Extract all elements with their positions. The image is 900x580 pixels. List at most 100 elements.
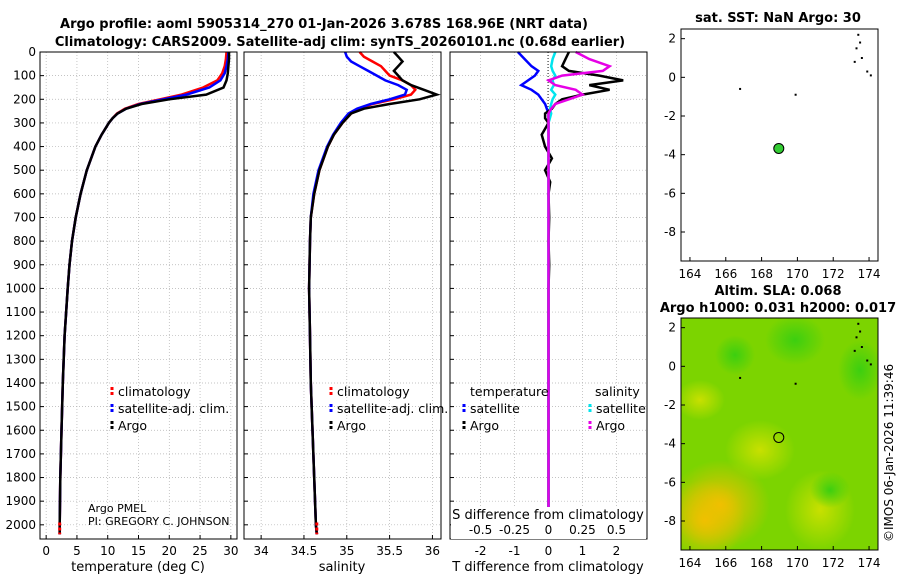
sla-low-anomaly	[838, 340, 878, 400]
legend-t-argo-label: Argo	[470, 418, 499, 433]
depth-tick-label: 1100	[5, 305, 36, 319]
difference-top-ticks: -0.5 -0.25 0 0.25 0.5	[469, 523, 626, 537]
island-dot	[860, 57, 863, 59]
sst-map-float-marker	[773, 142, 785, 154]
depth-tick-label: 1500	[5, 400, 36, 414]
legend-satellite-adj-label: satellite-adj. clim.	[337, 401, 448, 416]
lat-tick-label: 0	[668, 70, 676, 84]
depth-tick-label: 100	[13, 69, 36, 83]
sla-low-anomaly	[810, 472, 850, 508]
island-dot	[739, 376, 742, 379]
x-tick-label: 20	[162, 544, 177, 558]
salinity-xlabel: salinity	[319, 560, 366, 575]
legend-salinity-title: salinity	[595, 384, 640, 399]
salinity-climatology-line	[307, 51, 417, 535]
sst-map-title: sat. SST: NaN Argo: 30	[695, 11, 861, 26]
depth-ticks: 0 100 200 300 400 500 600 700 800 900 1000 1100 1200…	[5, 45, 36, 532]
difference-panel: -2 -1 0 1 2 T difference from climatology S …	[449, 50, 648, 575]
depth-tick-label: 1300	[5, 352, 36, 366]
figure-title-line1: Argo profile: aoml 5905314_270 01-Jan-20…	[60, 17, 588, 32]
x-tick-label: 5	[73, 544, 81, 558]
depth-tick-label: 1800	[5, 471, 36, 485]
lon-tick-label: 164	[679, 556, 702, 570]
figure-title-line2: Climatology: CARS2009. Satellite-adj cli…	[55, 35, 625, 50]
island-dot	[859, 41, 862, 44]
temperature-ticks: 0 5 10 15 20 25 30	[42, 535, 238, 558]
x-tick-label: 1	[579, 544, 587, 558]
lat-tick-label: -6	[664, 475, 676, 489]
x-tick-label: 0	[545, 544, 553, 558]
legend-climatology-label: climatology	[337, 384, 410, 399]
legend-t-satellite-label: satellite	[470, 401, 520, 416]
difference-top-xlabel: S difference from climatology	[452, 508, 644, 523]
sst-map-ticks: 164 166 168 170 172 174 2 0 -2 -4 -6 -8	[664, 32, 880, 281]
sla-high-anomaly	[681, 480, 745, 550]
island-dot	[739, 87, 742, 90]
salinity-argo-line	[307, 51, 441, 535]
salinity-axes-box	[243, 51, 442, 540]
depth-tick-label: 800	[13, 234, 36, 248]
legend-satellite-adj-label: satellite-adj. clim.	[118, 401, 229, 416]
sst-map-coastline	[739, 33, 872, 96]
top-axis-label-background	[451, 507, 646, 539]
sla-map-float-marker	[773, 431, 785, 443]
top-x-tick-label: -0.25	[499, 523, 530, 537]
lon-tick-label: 170	[786, 556, 809, 570]
salinity-legend: climatology satellite-adj. clim. Argo	[329, 384, 448, 433]
x-tick-label: 15	[131, 544, 146, 558]
depth-tick-label: 900	[13, 258, 36, 272]
lon-tick-label: 174	[858, 267, 881, 281]
depth-tick-label: 1700	[5, 447, 36, 461]
temperature-argo-line	[58, 52, 231, 535]
lon-tick-label: 166	[714, 267, 737, 281]
depth-tick-label: 400	[13, 140, 36, 154]
sla-map-title-line2: Argo h1000: 0.031 h2000: 0.017	[660, 301, 896, 316]
legend-temperature-title: temperature	[470, 384, 549, 399]
lat-tick-label: -4	[664, 437, 676, 451]
lon-tick-label: 168	[750, 556, 773, 570]
legend-climatology-label: climatology	[118, 384, 191, 399]
lon-tick-label: 172	[822, 267, 845, 281]
sla-low-anomaly	[715, 335, 755, 375]
lon-tick-label: 172	[822, 556, 845, 570]
island-dot	[857, 33, 860, 36]
depth-tick-label: 1600	[5, 423, 36, 437]
island-dot	[855, 47, 858, 50]
depth-tick-label: 1000	[5, 281, 36, 295]
lat-tick-label: -6	[664, 186, 676, 200]
island-dot	[869, 363, 872, 366]
lat-tick-label: 2	[668, 321, 676, 335]
top-x-tick-label: -0.5	[469, 523, 492, 537]
x-tick-label: 35	[339, 544, 354, 558]
difference-legend: temperature satellite Argo salinity sate…	[462, 384, 646, 433]
lon-tick-label: 164	[679, 267, 702, 281]
x-tick-label: 2	[613, 544, 621, 558]
temperature-xlabel: temperature (deg C)	[71, 560, 205, 575]
island-dot	[853, 349, 856, 352]
depth-tick-label: 300	[13, 116, 36, 130]
x-tick-label: -1	[509, 544, 521, 558]
lat-tick-label: -2	[664, 398, 676, 412]
temperature-axes-box	[39, 51, 238, 540]
island-dot	[869, 74, 872, 77]
lat-tick-label: 0	[668, 359, 676, 373]
island-dot	[866, 359, 869, 362]
lat-tick-label: -8	[664, 514, 676, 528]
lon-tick-label: 168	[750, 267, 773, 281]
island-dot	[855, 336, 858, 339]
x-tick-label: 10	[100, 544, 115, 558]
sla-low-anomaly	[765, 318, 825, 365]
lat-tick-label: 2	[668, 32, 676, 46]
x-tick-label: 36	[425, 544, 440, 558]
s-argo-diff-line	[545, 50, 613, 525]
x-tick-label: 30	[223, 544, 238, 558]
island-dot	[857, 322, 860, 325]
sla-mid-anomaly	[725, 420, 795, 480]
island-dot	[860, 346, 863, 348]
temperature-panel: 0 5 10 15 20 25 30 0 100 200 300 400 500 600 700 800 90…	[5, 45, 238, 575]
sla-map-title-line1: Altim. SLA: 0.068	[715, 284, 842, 299]
depth-tick-label: 600	[13, 187, 36, 201]
sla-map-axes-box	[680, 317, 879, 551]
temperature-satellite-adj-line	[58, 51, 230, 535]
x-tick-label: 0	[42, 544, 50, 558]
